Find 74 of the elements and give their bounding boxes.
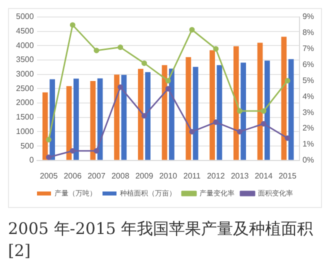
y2-tick-label: 6% [302,60,314,70]
bar [210,50,215,160]
y2-tick-label: 3% [302,108,314,117]
bar [42,92,48,160]
point [141,113,147,119]
x-tick-label: 2009 [135,171,154,180]
point [236,108,242,114]
point [189,26,195,32]
y-tick-label: 2500 [16,84,34,93]
y-tick-label: 1000 [16,126,34,136]
y2-tick-label: 9% [302,12,314,22]
y-tick-label: 3000 [16,70,34,79]
bar [145,72,151,160]
point [70,22,76,28]
x-tick-label: 2006 [64,171,82,180]
point [260,108,266,114]
x-tick-label: 2008 [111,171,130,180]
y-tick-label: 5000 [16,12,34,22]
x-tick-label: 2014 [254,171,274,180]
point [46,154,52,160]
y-tick-label: 1500 [16,112,34,122]
bar [240,62,246,160]
point [94,48,100,54]
point [46,136,52,142]
x-tick-label: 2005 [40,171,58,180]
text: 2005 年-2015 年我国苹果产量及种植面积 [2] [8,218,314,262]
y2-tick-label: 7% [302,44,314,54]
point [284,135,290,141]
x-tick-label: 2013 [230,171,250,180]
x-tick-label: 2007 [88,171,106,180]
bar [138,68,144,160]
bar [74,78,79,160]
y-tick-label: 0 [29,156,34,165]
x-tick-label: 2010 [159,171,178,180]
point [213,46,219,52]
y-tick-label: 4500 [16,26,34,36]
y-tick-label: 500 [20,141,34,150]
y-tick-label: 3500 [16,55,34,64]
x-tick-label: 2012 [206,171,226,180]
y2-tick-label: 8% [302,28,314,38]
bar [97,78,103,160]
point [118,44,124,50]
y2-tick-label: 2% [302,124,314,133]
point [118,84,124,90]
bar [169,68,174,160]
bar [186,57,192,160]
point [70,148,76,154]
point [260,121,266,127]
point [165,86,171,92]
bar [288,59,294,160]
bar [281,36,287,160]
x-tick-label: 2015 [278,171,297,180]
y2-tick-label: 5% [302,76,314,85]
bar [233,46,239,160]
point [189,128,195,134]
y-tick-label: 2000 [16,98,34,108]
point [213,119,219,125]
point [94,148,100,154]
point [236,128,242,134]
bar [90,80,96,160]
bar [192,66,198,160]
bar [114,74,120,160]
bar [66,86,72,160]
y2-tick-label: 0% [302,156,314,165]
y-tick-label: 4000 [16,40,34,50]
x-tick-label: 2011 [183,171,202,180]
point [165,78,171,84]
bar [264,60,270,160]
bar [216,65,222,160]
bar [121,74,127,160]
y2-tick-label: 1% [302,140,314,149]
point [284,78,290,84]
point [141,60,147,66]
y2-tick-label: 4% [302,92,314,101]
